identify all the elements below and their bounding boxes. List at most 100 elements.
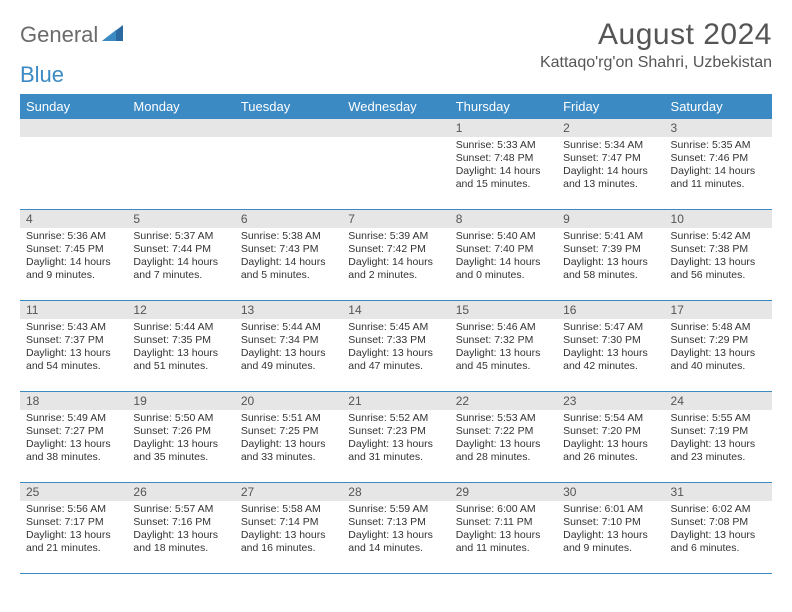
calendar-cell: 3Sunrise: 5:35 AMSunset: 7:46 PMDaylight… <box>665 119 772 210</box>
day-details: Sunrise: 5:43 AMSunset: 7:37 PMDaylight:… <box>20 319 127 378</box>
day-number: 10 <box>665 210 772 228</box>
day-details <box>127 137 234 143</box>
weekday-header: Thursday <box>450 94 557 119</box>
brand-logo: General <box>20 22 124 48</box>
day-number: 1 <box>450 119 557 137</box>
day-details: Sunrise: 5:54 AMSunset: 7:20 PMDaylight:… <box>557 410 664 469</box>
calendar-cell: 6Sunrise: 5:38 AMSunset: 7:43 PMDaylight… <box>235 210 342 301</box>
day-details: Sunrise: 5:50 AMSunset: 7:26 PMDaylight:… <box>127 410 234 469</box>
brand-triangle-icon <box>102 24 124 47</box>
day-details: Sunrise: 5:36 AMSunset: 7:45 PMDaylight:… <box>20 228 127 287</box>
day-number: 7 <box>342 210 449 228</box>
calendar-cell <box>235 119 342 210</box>
day-number: 22 <box>450 392 557 410</box>
weekday-header: Friday <box>557 94 664 119</box>
day-number: 28 <box>342 483 449 501</box>
day-number: 21 <box>342 392 449 410</box>
brand-part1: General <box>20 22 98 48</box>
calendar-week-row: 25Sunrise: 5:56 AMSunset: 7:17 PMDayligh… <box>20 483 772 574</box>
day-number: 24 <box>665 392 772 410</box>
calendar-cell: 20Sunrise: 5:51 AMSunset: 7:25 PMDayligh… <box>235 392 342 483</box>
calendar-cell: 27Sunrise: 5:58 AMSunset: 7:14 PMDayligh… <box>235 483 342 574</box>
day-details: Sunrise: 5:42 AMSunset: 7:38 PMDaylight:… <box>665 228 772 287</box>
day-number: 31 <box>665 483 772 501</box>
day-number <box>342 119 449 137</box>
day-details: Sunrise: 5:34 AMSunset: 7:47 PMDaylight:… <box>557 137 664 196</box>
day-details: Sunrise: 5:46 AMSunset: 7:32 PMDaylight:… <box>450 319 557 378</box>
calendar-cell: 22Sunrise: 5:53 AMSunset: 7:22 PMDayligh… <box>450 392 557 483</box>
day-number: 25 <box>20 483 127 501</box>
day-details: Sunrise: 5:39 AMSunset: 7:42 PMDaylight:… <box>342 228 449 287</box>
day-details: Sunrise: 5:58 AMSunset: 7:14 PMDaylight:… <box>235 501 342 560</box>
day-number: 6 <box>235 210 342 228</box>
calendar-cell: 12Sunrise: 5:44 AMSunset: 7:35 PMDayligh… <box>127 301 234 392</box>
day-number: 11 <box>20 301 127 319</box>
day-number: 29 <box>450 483 557 501</box>
day-details: Sunrise: 5:35 AMSunset: 7:46 PMDaylight:… <box>665 137 772 196</box>
day-details: Sunrise: 6:00 AMSunset: 7:11 PMDaylight:… <box>450 501 557 560</box>
calendar-cell: 17Sunrise: 5:48 AMSunset: 7:29 PMDayligh… <box>665 301 772 392</box>
day-details: Sunrise: 5:44 AMSunset: 7:34 PMDaylight:… <box>235 319 342 378</box>
calendar-cell: 15Sunrise: 5:46 AMSunset: 7:32 PMDayligh… <box>450 301 557 392</box>
calendar-cell: 13Sunrise: 5:44 AMSunset: 7:34 PMDayligh… <box>235 301 342 392</box>
day-details: Sunrise: 5:44 AMSunset: 7:35 PMDaylight:… <box>127 319 234 378</box>
weekday-header: Monday <box>127 94 234 119</box>
day-number: 17 <box>665 301 772 319</box>
calendar-week-row: 1Sunrise: 5:33 AMSunset: 7:48 PMDaylight… <box>20 119 772 210</box>
day-number: 12 <box>127 301 234 319</box>
calendar-cell: 14Sunrise: 5:45 AMSunset: 7:33 PMDayligh… <box>342 301 449 392</box>
day-number <box>235 119 342 137</box>
calendar-week-row: 4Sunrise: 5:36 AMSunset: 7:45 PMDaylight… <box>20 210 772 301</box>
calendar-table: Sunday Monday Tuesday Wednesday Thursday… <box>20 94 772 574</box>
day-number: 27 <box>235 483 342 501</box>
weekday-header: Sunday <box>20 94 127 119</box>
calendar-week-row: 11Sunrise: 5:43 AMSunset: 7:37 PMDayligh… <box>20 301 772 392</box>
day-details: Sunrise: 6:01 AMSunset: 7:10 PMDaylight:… <box>557 501 664 560</box>
day-details: Sunrise: 5:47 AMSunset: 7:30 PMDaylight:… <box>557 319 664 378</box>
calendar-cell: 23Sunrise: 5:54 AMSunset: 7:20 PMDayligh… <box>557 392 664 483</box>
day-number: 19 <box>127 392 234 410</box>
calendar-cell: 31Sunrise: 6:02 AMSunset: 7:08 PMDayligh… <box>665 483 772 574</box>
day-details <box>20 137 127 143</box>
day-number <box>127 119 234 137</box>
calendar-cell: 5Sunrise: 5:37 AMSunset: 7:44 PMDaylight… <box>127 210 234 301</box>
day-number: 23 <box>557 392 664 410</box>
title-month: August 2024 <box>540 18 772 52</box>
calendar-cell: 21Sunrise: 5:52 AMSunset: 7:23 PMDayligh… <box>342 392 449 483</box>
day-number: 16 <box>557 301 664 319</box>
day-details: Sunrise: 5:38 AMSunset: 7:43 PMDaylight:… <box>235 228 342 287</box>
day-number: 3 <box>665 119 772 137</box>
calendar-cell: 7Sunrise: 5:39 AMSunset: 7:42 PMDaylight… <box>342 210 449 301</box>
calendar-cell: 1Sunrise: 5:33 AMSunset: 7:48 PMDaylight… <box>450 119 557 210</box>
day-details: Sunrise: 5:51 AMSunset: 7:25 PMDaylight:… <box>235 410 342 469</box>
day-number: 13 <box>235 301 342 319</box>
day-details: Sunrise: 5:48 AMSunset: 7:29 PMDaylight:… <box>665 319 772 378</box>
day-number: 5 <box>127 210 234 228</box>
day-details: Sunrise: 5:41 AMSunset: 7:39 PMDaylight:… <box>557 228 664 287</box>
day-number: 30 <box>557 483 664 501</box>
brand-part2: Blue <box>20 62 64 87</box>
calendar-cell <box>342 119 449 210</box>
day-details: Sunrise: 5:52 AMSunset: 7:23 PMDaylight:… <box>342 410 449 469</box>
day-details: Sunrise: 5:37 AMSunset: 7:44 PMDaylight:… <box>127 228 234 287</box>
day-details: Sunrise: 5:55 AMSunset: 7:19 PMDaylight:… <box>665 410 772 469</box>
calendar-cell: 19Sunrise: 5:50 AMSunset: 7:26 PMDayligh… <box>127 392 234 483</box>
calendar-cell: 30Sunrise: 6:01 AMSunset: 7:10 PMDayligh… <box>557 483 664 574</box>
calendar-week-row: 18Sunrise: 5:49 AMSunset: 7:27 PMDayligh… <box>20 392 772 483</box>
day-details: Sunrise: 6:02 AMSunset: 7:08 PMDaylight:… <box>665 501 772 560</box>
day-details: Sunrise: 5:40 AMSunset: 7:40 PMDaylight:… <box>450 228 557 287</box>
day-details: Sunrise: 5:49 AMSunset: 7:27 PMDaylight:… <box>20 410 127 469</box>
calendar-cell: 4Sunrise: 5:36 AMSunset: 7:45 PMDaylight… <box>20 210 127 301</box>
day-number: 14 <box>342 301 449 319</box>
day-number: 18 <box>20 392 127 410</box>
calendar-cell: 8Sunrise: 5:40 AMSunset: 7:40 PMDaylight… <box>450 210 557 301</box>
calendar-cell: 28Sunrise: 5:59 AMSunset: 7:13 PMDayligh… <box>342 483 449 574</box>
calendar-cell: 16Sunrise: 5:47 AMSunset: 7:30 PMDayligh… <box>557 301 664 392</box>
weekday-header: Saturday <box>665 94 772 119</box>
day-details <box>342 137 449 143</box>
day-number: 8 <box>450 210 557 228</box>
day-number: 4 <box>20 210 127 228</box>
day-details: Sunrise: 5:33 AMSunset: 7:48 PMDaylight:… <box>450 137 557 196</box>
calendar-cell: 2Sunrise: 5:34 AMSunset: 7:47 PMDaylight… <box>557 119 664 210</box>
calendar-cell: 29Sunrise: 6:00 AMSunset: 7:11 PMDayligh… <box>450 483 557 574</box>
